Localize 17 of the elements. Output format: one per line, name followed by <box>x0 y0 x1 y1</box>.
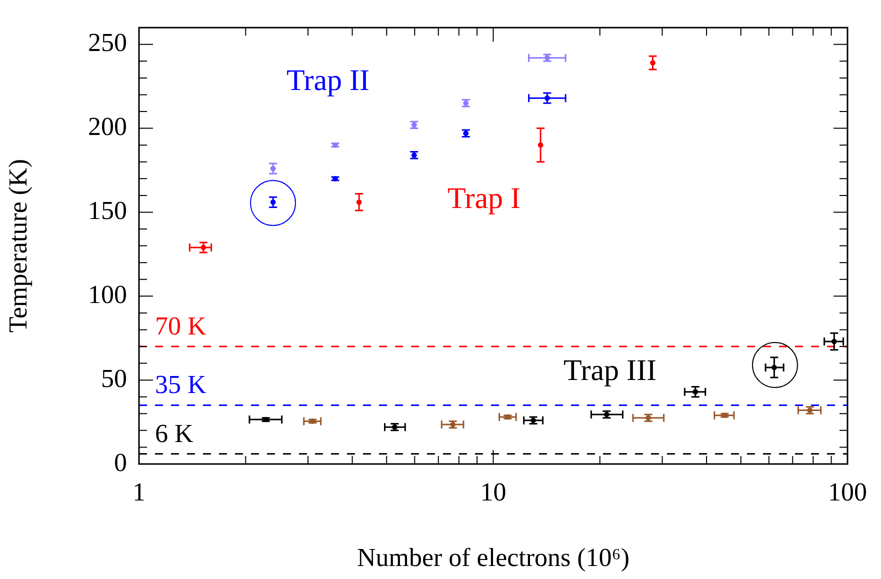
x-tick-label: 100 <box>828 477 867 506</box>
x-tick-label: 10 <box>480 477 506 506</box>
y-tick-label: 100 <box>88 280 127 309</box>
annotation: Trap I <box>447 182 521 215</box>
x-axis-title: Number of electrons (10⁶) <box>356 543 630 572</box>
y-tick-label: 150 <box>88 196 127 226</box>
y-tick-label: 200 <box>88 112 127 142</box>
ref-line-label: 70 K <box>155 311 206 340</box>
y-axis-title: Temperature (K) <box>3 159 32 333</box>
y-tick-label: 50 <box>101 364 127 393</box>
ref-line-label: 35 K <box>155 370 206 400</box>
annotation: Trap III <box>563 354 657 387</box>
annotation: Trap II <box>286 64 370 97</box>
x-tick-label: 1 <box>132 477 146 506</box>
ref-line-label: 6 K <box>155 418 194 448</box>
y-tick-label: 0 <box>114 448 127 477</box>
y-tick-label: 250 <box>88 28 127 58</box>
